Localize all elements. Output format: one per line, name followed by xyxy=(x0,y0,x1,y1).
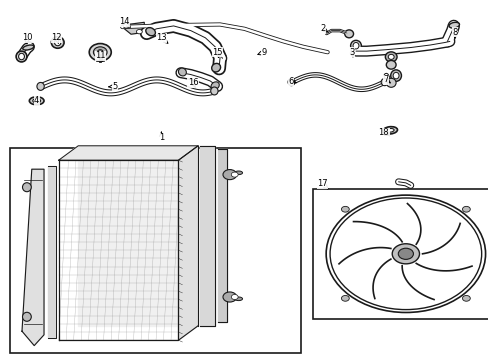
Ellipse shape xyxy=(93,47,107,58)
Ellipse shape xyxy=(54,39,61,46)
Polygon shape xyxy=(217,149,227,322)
Polygon shape xyxy=(48,166,56,338)
Ellipse shape xyxy=(390,70,401,81)
Polygon shape xyxy=(200,146,215,326)
Ellipse shape xyxy=(16,51,27,62)
Text: 6: 6 xyxy=(288,77,296,85)
Ellipse shape xyxy=(352,42,358,49)
Circle shape xyxy=(391,244,419,264)
Ellipse shape xyxy=(22,183,31,192)
Polygon shape xyxy=(22,169,44,346)
Ellipse shape xyxy=(382,127,397,134)
Text: 4: 4 xyxy=(34,96,40,105)
Circle shape xyxy=(223,170,236,180)
Ellipse shape xyxy=(234,171,242,175)
Circle shape xyxy=(462,296,469,301)
Text: 3: 3 xyxy=(349,48,354,57)
Text: 14: 14 xyxy=(119,17,130,27)
Bar xyxy=(10,148,300,353)
Polygon shape xyxy=(59,146,198,160)
Circle shape xyxy=(223,292,236,302)
Ellipse shape xyxy=(19,53,24,60)
Circle shape xyxy=(231,172,238,177)
Polygon shape xyxy=(78,146,198,326)
Text: 12: 12 xyxy=(51,33,61,43)
Text: 10: 10 xyxy=(21,33,32,44)
Circle shape xyxy=(341,206,348,212)
Ellipse shape xyxy=(392,72,398,79)
Ellipse shape xyxy=(97,50,103,55)
Circle shape xyxy=(329,198,481,310)
Ellipse shape xyxy=(385,52,396,62)
Text: 15: 15 xyxy=(212,48,223,58)
Text: 8: 8 xyxy=(451,28,456,38)
Polygon shape xyxy=(178,146,198,340)
Circle shape xyxy=(136,30,142,34)
Ellipse shape xyxy=(51,37,64,48)
Ellipse shape xyxy=(386,129,393,132)
Ellipse shape xyxy=(37,82,44,90)
Text: 16: 16 xyxy=(187,78,198,88)
Circle shape xyxy=(231,294,238,300)
Circle shape xyxy=(397,248,412,259)
Text: 9: 9 xyxy=(257,48,266,57)
Ellipse shape xyxy=(211,82,219,90)
Ellipse shape xyxy=(33,99,41,103)
Polygon shape xyxy=(122,22,144,34)
Ellipse shape xyxy=(344,30,353,38)
Circle shape xyxy=(325,195,485,312)
Ellipse shape xyxy=(145,28,155,36)
Ellipse shape xyxy=(387,54,393,59)
Ellipse shape xyxy=(89,44,111,61)
Circle shape xyxy=(462,206,469,212)
Ellipse shape xyxy=(287,78,294,86)
Ellipse shape xyxy=(210,87,218,95)
Ellipse shape xyxy=(386,60,395,69)
Ellipse shape xyxy=(448,22,459,28)
Circle shape xyxy=(123,24,129,28)
Ellipse shape xyxy=(234,297,242,301)
Ellipse shape xyxy=(350,40,361,51)
Text: 18: 18 xyxy=(378,128,389,137)
Ellipse shape xyxy=(22,312,31,321)
Bar xyxy=(312,189,488,319)
Ellipse shape xyxy=(380,78,387,86)
Ellipse shape xyxy=(29,97,44,105)
Circle shape xyxy=(341,296,348,301)
Text: 1: 1 xyxy=(159,132,163,142)
Text: 17: 17 xyxy=(317,179,327,189)
Ellipse shape xyxy=(23,45,34,50)
Ellipse shape xyxy=(178,68,186,76)
Text: 11: 11 xyxy=(95,51,105,61)
Text: 13: 13 xyxy=(156,33,167,43)
Text: 2: 2 xyxy=(320,24,327,33)
Text: 7: 7 xyxy=(383,76,389,85)
Ellipse shape xyxy=(386,78,395,87)
Ellipse shape xyxy=(211,63,220,72)
Text: 5: 5 xyxy=(108,82,117,91)
